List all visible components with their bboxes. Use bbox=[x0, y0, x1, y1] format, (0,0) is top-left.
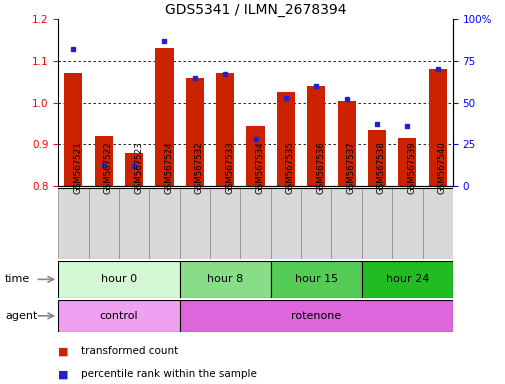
Bar bbox=[94, 136, 113, 186]
Text: GSM567523: GSM567523 bbox=[134, 141, 143, 194]
Text: ■: ■ bbox=[58, 369, 69, 379]
Bar bbox=[64, 73, 82, 186]
Text: GSM567535: GSM567535 bbox=[285, 141, 294, 194]
Text: GSM567534: GSM567534 bbox=[255, 141, 264, 194]
Bar bbox=[179, 300, 452, 332]
Bar bbox=[300, 188, 331, 259]
Bar bbox=[367, 130, 385, 186]
Text: ■: ■ bbox=[58, 346, 69, 356]
Bar bbox=[216, 73, 234, 186]
Title: GDS5341 / ILMN_2678394: GDS5341 / ILMN_2678394 bbox=[165, 3, 345, 17]
Bar bbox=[428, 70, 446, 186]
Text: hour 15: hour 15 bbox=[294, 274, 337, 285]
Bar bbox=[119, 188, 149, 259]
Bar bbox=[307, 86, 325, 186]
Bar bbox=[58, 261, 179, 298]
Bar bbox=[179, 261, 270, 298]
Text: time: time bbox=[5, 274, 30, 285]
Bar bbox=[125, 153, 143, 186]
Text: hour 8: hour 8 bbox=[207, 274, 243, 285]
Text: GSM567521: GSM567521 bbox=[73, 141, 82, 194]
Text: transformed count: transformed count bbox=[81, 346, 178, 356]
Text: GSM567522: GSM567522 bbox=[104, 141, 113, 194]
Bar bbox=[155, 48, 173, 186]
Text: control: control bbox=[99, 311, 138, 321]
Bar bbox=[58, 300, 179, 332]
Text: GSM567536: GSM567536 bbox=[316, 141, 325, 194]
Bar bbox=[88, 188, 119, 259]
Bar bbox=[361, 188, 391, 259]
Text: percentile rank within the sample: percentile rank within the sample bbox=[81, 369, 257, 379]
Bar bbox=[246, 126, 264, 186]
Text: GSM567533: GSM567533 bbox=[225, 141, 234, 194]
Bar bbox=[397, 138, 416, 186]
Bar bbox=[337, 101, 355, 186]
Bar bbox=[391, 188, 422, 259]
Bar bbox=[58, 188, 88, 259]
Text: rotenone: rotenone bbox=[290, 311, 341, 321]
Bar bbox=[422, 188, 452, 259]
Text: GSM567538: GSM567538 bbox=[376, 141, 385, 194]
Text: hour 24: hour 24 bbox=[385, 274, 428, 285]
Bar bbox=[270, 188, 300, 259]
Bar bbox=[361, 261, 452, 298]
Text: GSM567537: GSM567537 bbox=[346, 141, 355, 194]
Text: GSM567524: GSM567524 bbox=[164, 141, 173, 194]
Bar bbox=[179, 188, 210, 259]
Bar bbox=[149, 188, 179, 259]
Text: GSM567532: GSM567532 bbox=[194, 141, 204, 194]
Bar bbox=[270, 261, 361, 298]
Bar bbox=[276, 92, 294, 186]
Text: GSM567540: GSM567540 bbox=[437, 141, 446, 194]
Bar bbox=[185, 78, 204, 186]
Bar bbox=[240, 188, 270, 259]
Text: hour 0: hour 0 bbox=[100, 274, 137, 285]
Text: agent: agent bbox=[5, 311, 37, 321]
Bar bbox=[210, 188, 240, 259]
Text: GSM567539: GSM567539 bbox=[407, 141, 416, 194]
Bar bbox=[331, 188, 361, 259]
